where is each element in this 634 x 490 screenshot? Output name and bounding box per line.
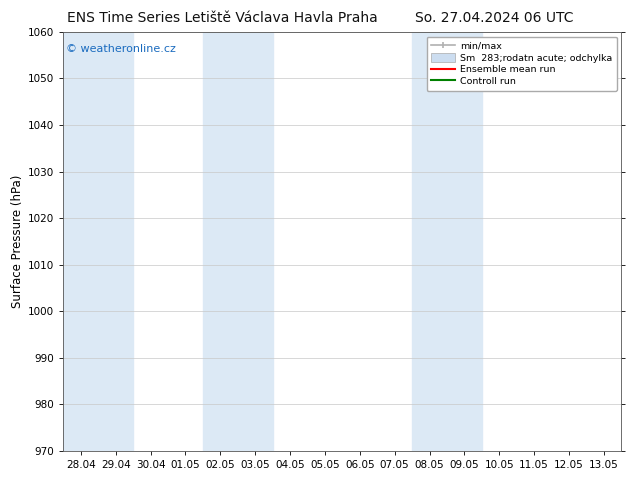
Text: So. 27.04.2024 06 UTC: So. 27.04.2024 06 UTC	[415, 11, 574, 25]
Text: © weatheronline.cz: © weatheronline.cz	[66, 45, 176, 54]
Bar	[63, 32, 133, 451]
Y-axis label: Surface Pressure (hPa): Surface Pressure (hPa)	[11, 174, 24, 308]
Bar	[412, 32, 482, 451]
Bar	[203, 32, 273, 451]
Text: ENS Time Series Letiště Václava Havla Praha: ENS Time Series Letiště Václava Havla Pr…	[67, 11, 377, 25]
Legend: min/max, Sm  283;rodatn acute; odchylka, Ensemble mean run, Controll run: min/max, Sm 283;rodatn acute; odchylka, …	[427, 37, 617, 91]
